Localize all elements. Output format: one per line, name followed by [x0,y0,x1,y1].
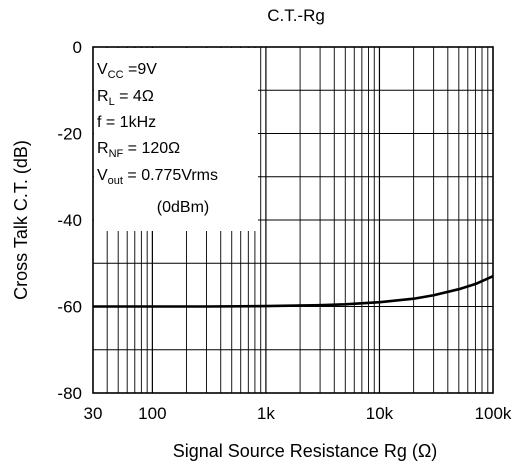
y-tick-labels: 0 -20 -40 -60 -80 [57,38,82,403]
y-tick-label: -40 [57,211,82,230]
chart-title: C.T.-Rg [267,6,325,25]
x-axis-label: Signal Source Resistance Rg (Ω) [173,441,438,461]
x-tick-label: 30 [84,404,103,423]
conditions-box: VCC =9V RL = 4Ω f = 1kHz RNF = 120Ω Vout = 0… [94,48,258,231]
y-tick-label: -60 [57,298,82,317]
condition-line: (0dBm) [157,199,209,216]
x-tick-label: 1k [257,404,275,423]
series-group [93,275,494,308]
condition-line: Vout = 0.775Vrms [97,167,218,187]
x-tick-label: 100k [475,404,512,423]
condition-line: VCC =9V [97,61,157,81]
x-tick-labels: 30 100 1k 10k 100k [84,404,512,423]
condition-line: RNF = 120Ω [97,140,180,160]
y-tick-label: -20 [57,125,82,144]
x-tick-label: 100 [138,404,166,423]
plot-frame [92,46,494,394]
y-axis-label: Cross Talk C.T. (dB) [11,140,31,300]
y-tick-label: -80 [57,384,82,403]
series-line [93,275,494,308]
y-tick-label: 0 [73,38,82,57]
condition-line: RL = 4Ω [97,88,154,108]
x-tick-label: 10k [366,404,394,423]
condition-line: f = 1kHz [97,114,156,131]
conditions-background [94,48,258,231]
